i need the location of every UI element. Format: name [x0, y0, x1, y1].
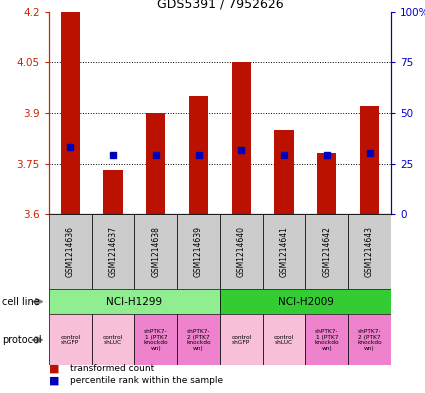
Bar	[232, 62, 251, 214]
Text: GSM1214641: GSM1214641	[280, 226, 289, 277]
Bar	[61, 12, 80, 214]
Bar	[348, 314, 391, 365]
Text: cell line: cell line	[2, 297, 40, 307]
Text: GSM1214638: GSM1214638	[151, 226, 160, 277]
Bar	[263, 214, 306, 289]
Bar	[177, 314, 220, 365]
Text: GSM1214640: GSM1214640	[237, 226, 246, 277]
Text: GSM1214637: GSM1214637	[108, 226, 118, 277]
Bar	[134, 214, 177, 289]
Text: GSM1214643: GSM1214643	[365, 226, 374, 277]
Bar	[220, 289, 391, 314]
Bar	[49, 314, 92, 365]
Text: GSM1214636: GSM1214636	[66, 226, 75, 277]
Bar	[220, 314, 263, 365]
Bar	[220, 214, 263, 289]
Text: control
shGFP: control shGFP	[60, 334, 80, 345]
Text: NCI-H2009: NCI-H2009	[278, 297, 333, 307]
Text: protocol: protocol	[2, 335, 42, 345]
Text: shPTK7-
2 (PTK7
knockdo
wn): shPTK7- 2 (PTK7 knockdo wn)	[186, 329, 211, 351]
Title: GDS5391 / 7952626: GDS5391 / 7952626	[157, 0, 283, 11]
Text: GSM1214639: GSM1214639	[194, 226, 203, 277]
Text: control
shGFP: control shGFP	[231, 334, 252, 345]
Bar	[103, 170, 123, 214]
Bar	[275, 130, 294, 214]
Bar	[177, 214, 220, 289]
Bar	[92, 314, 134, 365]
Bar	[360, 106, 379, 214]
Bar	[92, 214, 134, 289]
Bar	[134, 314, 177, 365]
Text: transformed count: transformed count	[70, 364, 154, 373]
Text: ■: ■	[49, 376, 60, 386]
Text: percentile rank within the sample: percentile rank within the sample	[70, 376, 223, 385]
Bar	[189, 96, 208, 214]
Text: shPTK7-
2 (PTK7
knockdo
wn): shPTK7- 2 (PTK7 knockdo wn)	[357, 329, 382, 351]
Bar	[263, 314, 306, 365]
Bar	[306, 214, 348, 289]
Bar	[49, 289, 220, 314]
Text: shPTK7-
1 (PTK7
knockdo
wn): shPTK7- 1 (PTK7 knockdo wn)	[144, 329, 168, 351]
Bar	[146, 113, 165, 214]
Text: shPTK7-
1 (PTK7
knockdo
wn): shPTK7- 1 (PTK7 knockdo wn)	[314, 329, 339, 351]
Text: NCI-H1299: NCI-H1299	[106, 297, 162, 307]
Bar	[49, 214, 92, 289]
Bar	[306, 314, 348, 365]
Text: control
shLUC: control shLUC	[103, 334, 123, 345]
Bar	[348, 214, 391, 289]
Text: GSM1214642: GSM1214642	[322, 226, 332, 277]
Text: ■: ■	[49, 364, 60, 374]
Text: control
shLUC: control shLUC	[274, 334, 294, 345]
Bar	[317, 154, 337, 214]
